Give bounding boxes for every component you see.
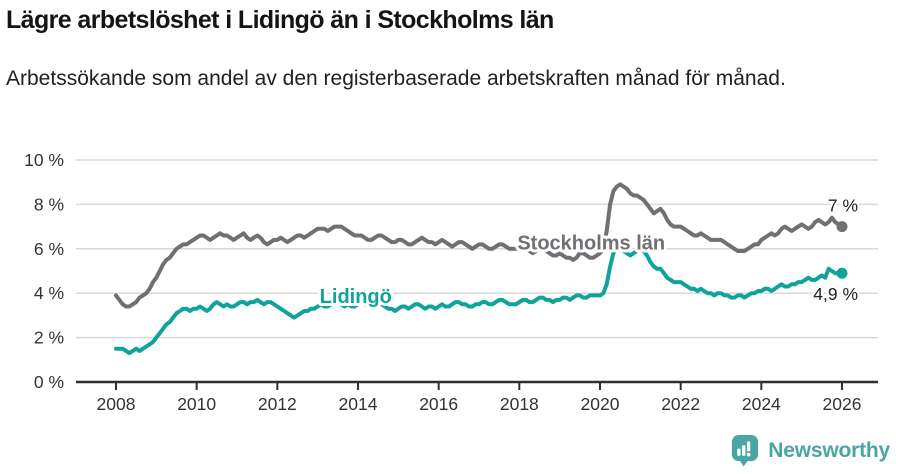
unemployment-line-chart: 0 % 2 % 4 % 6 % 8 % 10 % 2008 2010 2012 2014 2016 2… (0, 140, 900, 440)
x-tick-label: 2010 (177, 394, 216, 414)
y-tick-label: 4 % (34, 283, 64, 303)
chart-title: Lägre arbetslöshet i Lidingö än i Stockh… (6, 6, 554, 34)
x-tick-label: 2022 (661, 394, 700, 414)
newsworthy-brand-link[interactable]: Newsworthy (730, 434, 890, 467)
x-tick-label: 2024 (742, 394, 781, 414)
end-value-label-lidingö: 4,9 % (813, 284, 858, 304)
end-value-label-stockholms-län: 7 % (828, 196, 858, 216)
brand-name: Newsworthy (768, 438, 890, 462)
end-dot-stockholms-län (836, 221, 848, 233)
y-tick-label: 6 % (34, 239, 64, 259)
newsworthy-logo-icon (732, 434, 759, 467)
series-label-lidingö: Lidingö (320, 286, 392, 308)
y-tick-label: 10 % (24, 150, 64, 170)
x-tick-label: 2018 (500, 394, 539, 414)
end-dot-lidingö (836, 267, 848, 279)
x-tick-label: 2026 (823, 394, 862, 414)
x-tick-label: 2012 (258, 394, 297, 414)
series-line-stockholms-län (114, 182, 844, 309)
x-tick-label: 2014 (339, 394, 378, 414)
series-label-stockholms-län: Stockholms län (517, 233, 665, 255)
x-tick-label: 2016 (419, 394, 458, 414)
y-tick-label: 0 % (34, 372, 64, 392)
y-tick-label: 8 % (34, 194, 64, 214)
y-tick-label: 2 % (34, 328, 64, 348)
x-tick-label: 2008 (97, 394, 136, 414)
x-tick-label: 2020 (581, 394, 620, 414)
chart-canvas: 0 % 2 % 4 % 6 % 8 % 10 % 2008 2010 2012 2014 2016 2… (24, 150, 878, 414)
series-line-lidingö (114, 246, 844, 356)
chart-subtitle: Arbetssökande som andel av den registerb… (6, 67, 786, 90)
